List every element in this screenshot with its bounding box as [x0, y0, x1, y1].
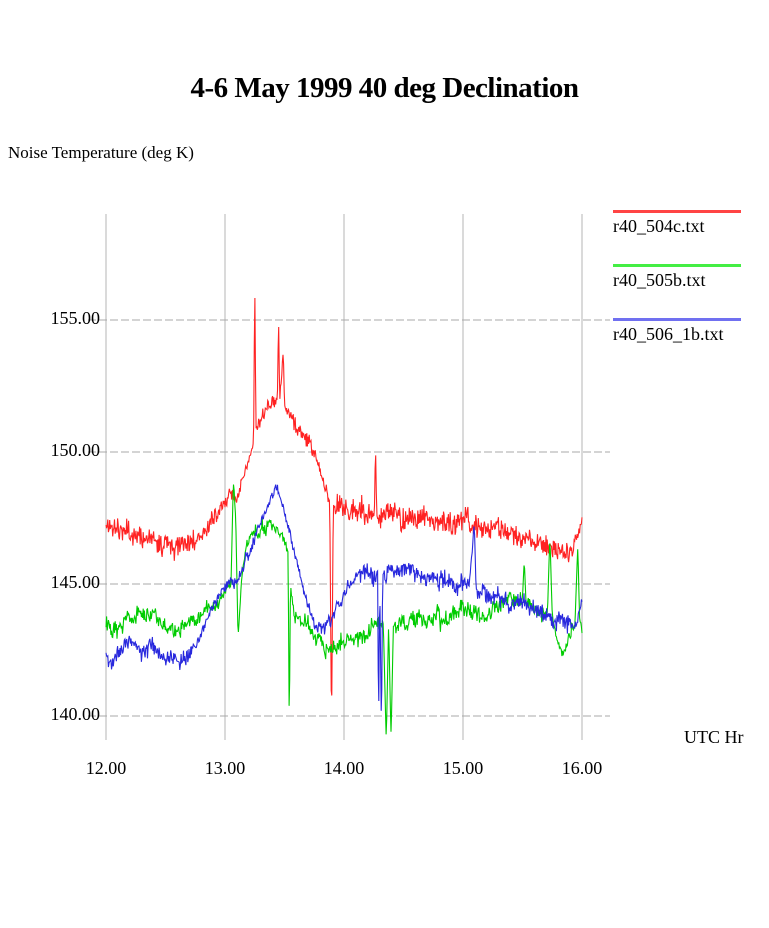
legend-color-bar	[613, 264, 741, 267]
y-axis-label: Noise Temperature (deg K)	[8, 143, 194, 162]
legend-color-bar	[613, 210, 741, 213]
legend-label: r40_506_1b.txt	[613, 324, 724, 344]
x-tick-label: 15.00	[442, 758, 484, 778]
legend-item: r40_506_1b.txt	[613, 318, 763, 358]
legend-label: r40_504c.txt	[613, 216, 705, 236]
y-tick-label: 145.00	[50, 572, 101, 592]
x-tick-label: 12.00	[85, 758, 127, 778]
legend-item: r40_505b.txt	[613, 264, 763, 304]
chart-title: 4-6 May 1999 40 deg Declination	[190, 72, 579, 104]
legend-color-bar	[613, 318, 741, 321]
y-tick-label: 155.00	[50, 308, 101, 328]
series-line-r40_506_1b.txt	[105, 484, 583, 711]
legend-label: r40_505b.txt	[613, 270, 706, 290]
x-tick-label: 13.00	[204, 758, 246, 778]
x-tick-label: 16.00	[561, 758, 603, 778]
x-axis-label: UTC Hr	[684, 727, 744, 747]
x-tick-label: 14.00	[323, 758, 365, 778]
series-line-r40_504c.txt	[105, 297, 583, 696]
y-tick-label: 150.00	[50, 440, 101, 460]
y-tick-label: 140.00	[50, 704, 101, 724]
legend-item: r40_504c.txt	[613, 210, 763, 250]
